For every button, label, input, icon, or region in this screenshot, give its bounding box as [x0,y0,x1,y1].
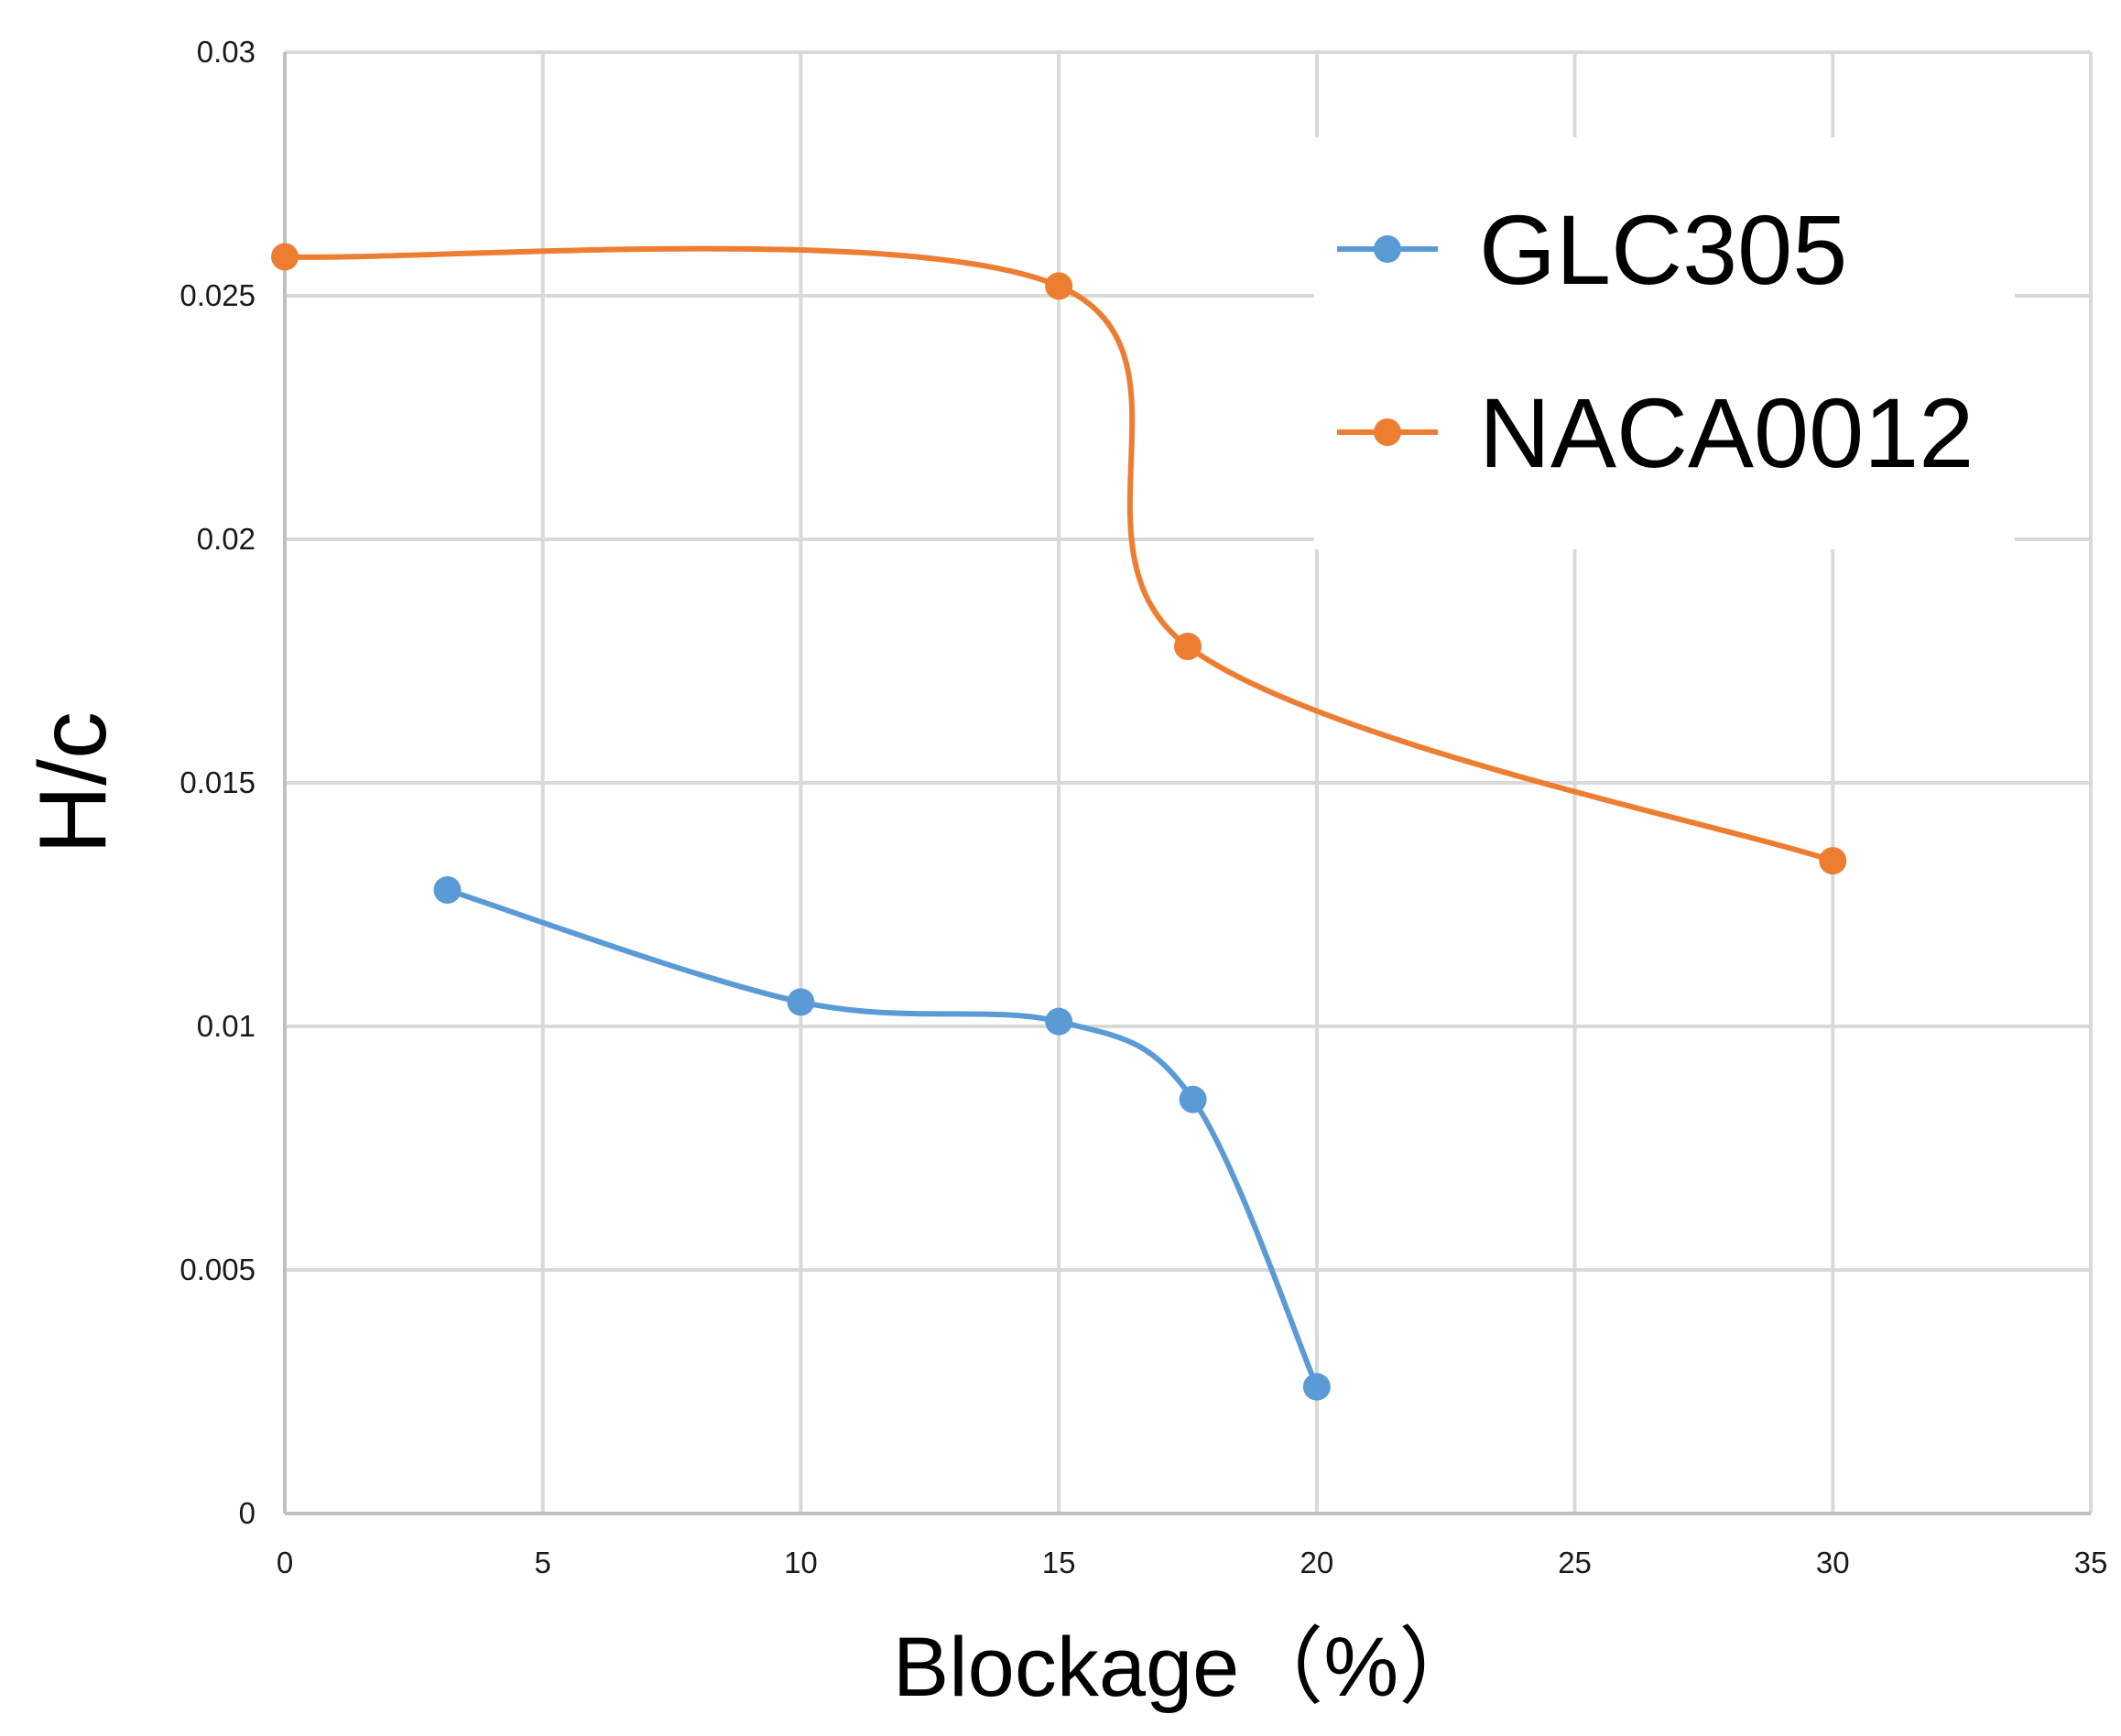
tick-labels: 0 5 10 15 20 25 30 35 0 0.005 0.01 0.015 0.02 0.025 0.… [179,35,2107,1579]
legend-marker-glc305 [1374,235,1401,263]
x-tick-label: 20 [1300,1546,1333,1579]
x-tick-label: 10 [784,1546,818,1579]
axis-titles: Blockage（%） H/c [20,711,1483,1714]
y-tick-label: 0.005 [179,1253,256,1286]
x-tick-label: 5 [535,1546,551,1579]
data-point-glc305-1 [787,988,815,1016]
x-tick-label: 25 [1558,1546,1592,1579]
legend-label-glc305: GLC305 [1479,194,1847,305]
y-tick-label: 0.03 [197,35,256,69]
axes [283,52,2091,1515]
y-axis-title: H/c [20,711,126,854]
x-axis-title: Blockage（%） [893,1621,1483,1714]
legend-label-naca0012: NACA0012 [1479,377,1974,488]
series-line-glc305 [444,887,1320,1390]
y-tick-label: 0.025 [179,278,256,312]
legend-background [1314,137,2015,549]
data-point-glc305-4 [1302,1373,1331,1401]
data-point-naca0012-2 [1174,633,1202,661]
x-tick-label: 30 [1816,1546,1850,1579]
data-point-naca0012-1 [1045,272,1073,300]
data-point-naca0012-0 [271,243,299,271]
data-point-naca0012-3 [1819,847,1847,875]
legend: GLC305 NACA0012 [1314,137,2015,549]
x-tick-label: 35 [2074,1546,2108,1579]
legend-marker-naca0012 [1374,418,1401,446]
series-line-naca0012 [282,245,1836,864]
x-tick-label: 0 [277,1546,293,1579]
y-tick-label: 0.015 [179,765,256,799]
x-tick-label: 15 [1042,1546,1076,1579]
data-point-glc305-0 [433,876,462,905]
y-tick-label: 0.01 [197,1009,256,1043]
data-point-glc305-2 [1045,1007,1073,1036]
y-tick-label: 0 [239,1496,256,1530]
data-point-glc305-3 [1179,1085,1207,1113]
data-series [271,243,1847,1401]
y-tick-label: 0.02 [197,522,256,556]
